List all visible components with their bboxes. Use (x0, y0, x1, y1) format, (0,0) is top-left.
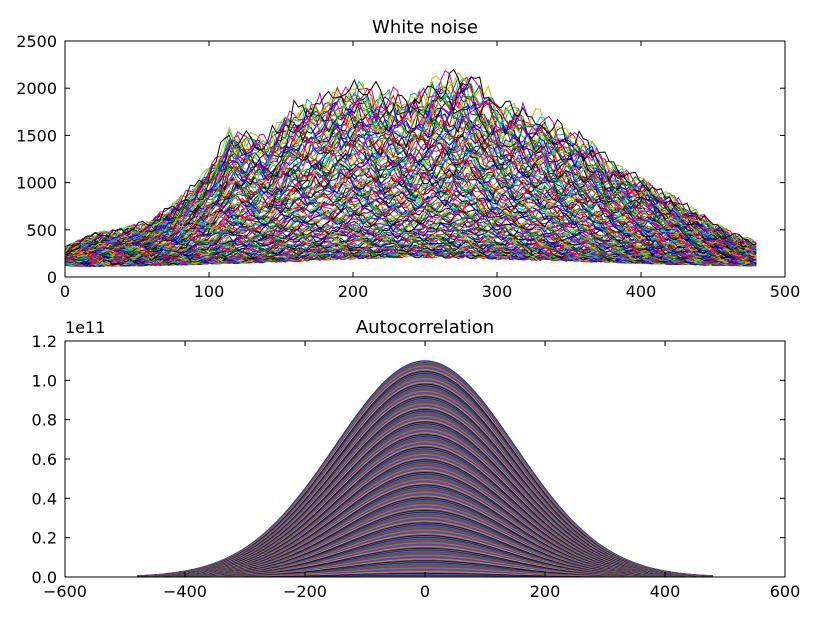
autocorrelation-y-ticks: 0.0 0.2 0.4 0.6 0.8 1.0 1.2 (32, 332, 785, 587)
white-noise-series-line (65, 71, 757, 253)
y-tick-label: 1000 (16, 174, 57, 193)
white-noise-y-ticks: 0 500 1000 1500 2000 2500 (16, 32, 785, 287)
y-tick-label: 0.2 (32, 529, 57, 548)
white-noise-x-ticks: 0 100 200 300 400 500 (60, 41, 800, 301)
white-noise-series-line (65, 239, 757, 267)
white-noise-series-line (65, 76, 757, 251)
white-noise-series-line (65, 96, 757, 252)
white-noise-series-line (65, 80, 757, 251)
x-tick-label: 100 (194, 282, 225, 301)
white-noise-series-line (65, 192, 757, 261)
white-noise-series-line (65, 120, 757, 253)
white-noise-series-line (65, 186, 757, 261)
autocorrelation-offset-text: 1e11 (65, 318, 105, 337)
x-tick-label: 400 (626, 282, 657, 301)
x-tick-label: 400 (650, 582, 681, 601)
white-noise-series-line (65, 192, 757, 262)
x-tick-label: 200 (530, 582, 561, 601)
white-noise-series-group (65, 68, 757, 267)
white-noise-series-line (65, 107, 757, 250)
autocorrelation-series-group (136, 360, 714, 577)
y-tick-label: 2500 (16, 32, 57, 51)
white-noise-series-line (65, 110, 757, 254)
white-noise-series-line (65, 100, 757, 251)
white-noise-chart: White noise 0 100 200 300 400 500 0 500 1000 150… (16, 17, 800, 301)
x-tick-label: 500 (770, 282, 801, 301)
white-noise-series-line (65, 77, 757, 254)
y-tick-label: 1.0 (32, 371, 57, 390)
autocorrelation-x-ticks: −600 −400 −200 0 200 400 600 (43, 341, 800, 601)
white-noise-series-line (65, 128, 757, 256)
y-tick-label: 0.4 (32, 489, 57, 508)
x-tick-label: 0 (60, 282, 70, 301)
white-noise-axes-frame (64, 40, 786, 278)
white-noise-series-line (65, 226, 757, 265)
y-tick-label: 0 (47, 268, 57, 287)
white-noise-series-line (65, 160, 757, 257)
x-tick-label: 0 (420, 582, 430, 601)
y-tick-label: 500 (26, 221, 57, 240)
white-noise-series-line (65, 111, 757, 254)
x-tick-label: 600 (770, 582, 801, 601)
white-noise-series-line (65, 198, 757, 262)
y-tick-label: 0.0 (32, 568, 57, 587)
white-noise-series-line (65, 68, 757, 248)
autocorrelation-title: Autocorrelation (356, 317, 494, 338)
x-tick-label: −200 (283, 582, 327, 601)
y-tick-label: 1500 (16, 126, 57, 145)
white-noise-series-line (65, 76, 757, 251)
y-tick-label: 0.8 (32, 411, 57, 430)
white-noise-series-line (65, 69, 757, 251)
y-tick-label: 1.2 (32, 332, 57, 351)
x-tick-label: −600 (43, 582, 87, 601)
white-noise-series-line (65, 145, 757, 258)
y-tick-label: 0.6 (32, 450, 57, 469)
autocorrelation-chart: Autocorrelation 1e11 −600 −400 −200 0 200 400… (32, 317, 801, 601)
x-tick-label: 300 (482, 282, 513, 301)
white-noise-series-line (65, 242, 757, 266)
white-noise-series-line (65, 157, 757, 258)
white-noise-title: White noise (372, 17, 478, 38)
white-noise-series-line (65, 229, 757, 266)
x-tick-label: 200 (338, 282, 369, 301)
white-noise-series-line (65, 169, 757, 258)
x-tick-label: −400 (163, 582, 207, 601)
y-tick-label: 2000 (16, 79, 57, 98)
